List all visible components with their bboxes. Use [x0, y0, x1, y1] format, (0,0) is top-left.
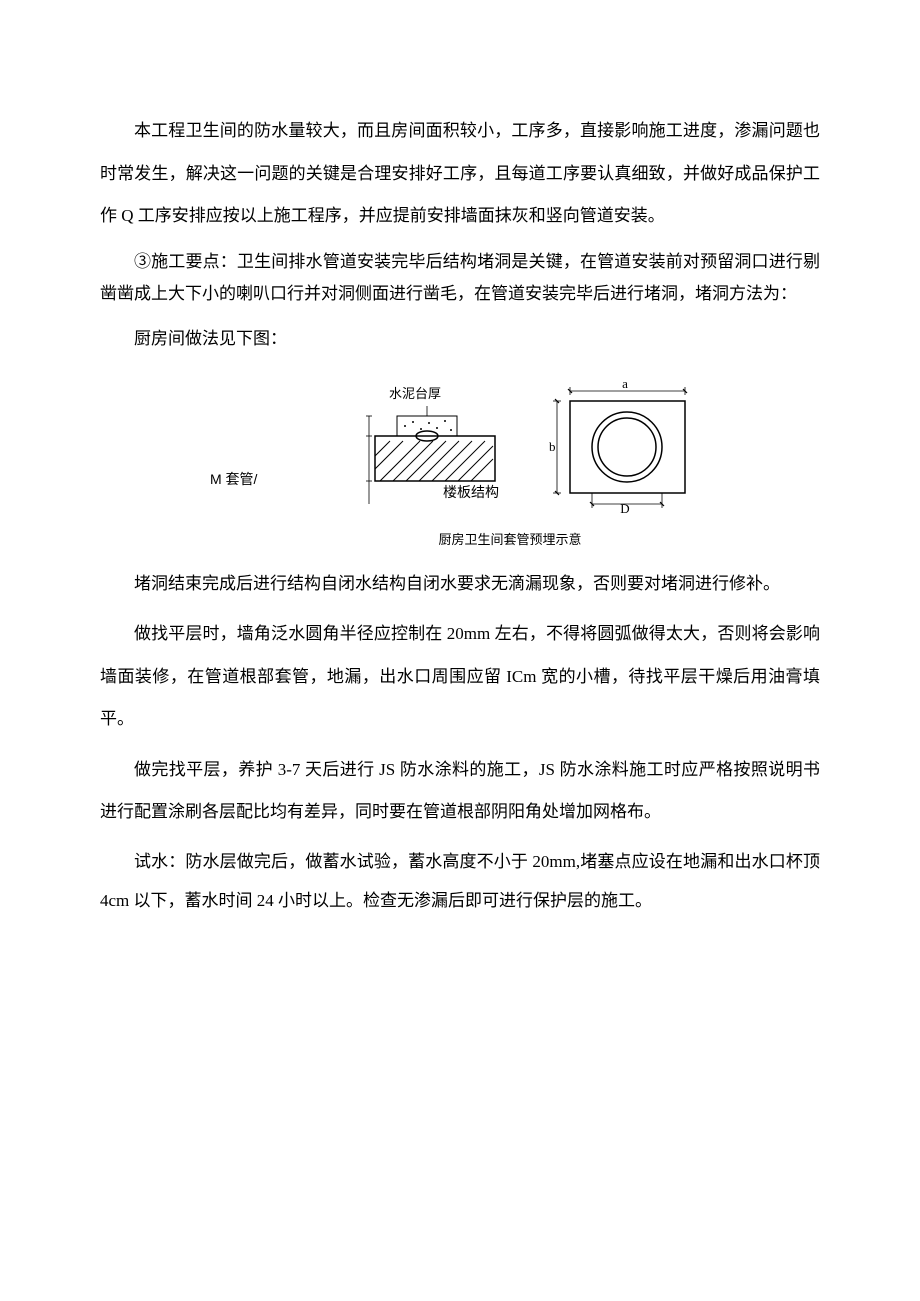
section-diagram: 水泥台厚 — [355, 383, 505, 519]
dim-d-label: D — [620, 501, 629, 514]
plan-diagram: a b — [545, 379, 705, 519]
figure-caption: 厨房卫生间套管预埋示意 — [200, 529, 820, 548]
diagrams-container: 水泥台厚 — [355, 379, 705, 519]
paragraph-6: 做完找平层，养护 3-7 天后进行 JS 防水涂料的施工，JS 防水涂料施工时应… — [100, 749, 820, 834]
paragraph-4: 堵洞结束完成后进行结构自闭水结构自闭水要求无滴漏现象，否则要对堵洞进行修补。 — [100, 563, 820, 606]
paragraph-7: 试水：防水层做完后，做蓄水试验，蓄水高度不小于 20mm,堵塞点应设在地漏和出水… — [100, 842, 820, 920]
slab-structure-label: 楼板结构 — [443, 485, 499, 501]
sleeve-label: M 套管/ — [210, 469, 257, 489]
figure-block: M 套管/ 水泥台厚 — [100, 379, 820, 548]
section-svg: 楼板结构 — [355, 404, 505, 514]
dim-a-label: a — [622, 379, 628, 391]
paragraph-2: ③施工要点：卫生间排水管道安装完毕后结构堵洞是关键，在管道安装前对预留洞口进行剔… — [100, 246, 820, 311]
paragraph-1: 本工程卫生间的防水量较大，而且房间面积较小，工序多，直接影响施工进度，渗漏问题也… — [100, 110, 820, 238]
cement-thickness-label: 水泥台厚 — [325, 383, 505, 402]
plan-svg: a b — [545, 379, 705, 514]
dim-b-label: b — [549, 439, 556, 454]
paragraph-5: 做找平层时，墙角泛水圆角半径应控制在 20mm 左右，不得将圆弧做得太大，否则将… — [100, 613, 820, 741]
paragraph-3: 厨房间做法见下图： — [100, 318, 820, 361]
